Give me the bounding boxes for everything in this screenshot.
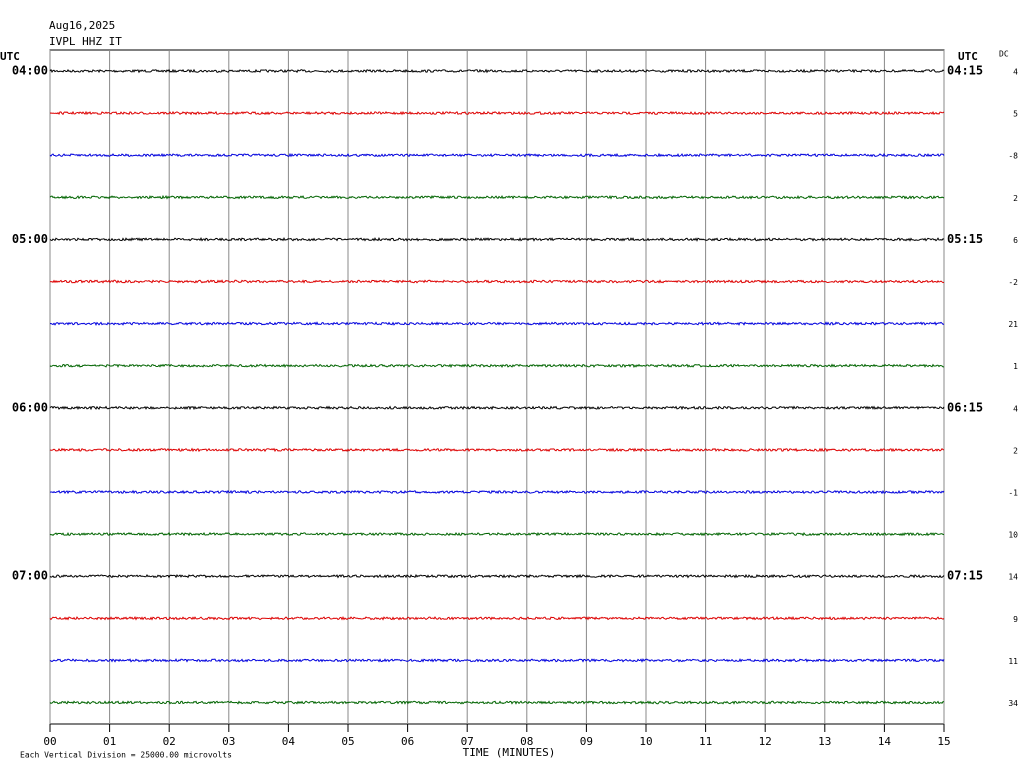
x-tick-label: 12 xyxy=(759,735,772,748)
x-tick-label: 02 xyxy=(163,735,176,748)
dc-value: 5 xyxy=(1013,110,1018,119)
dc-value: 11 xyxy=(1008,657,1018,666)
right-time-label: 05:15 xyxy=(947,232,983,246)
dc-value: 1 xyxy=(1013,362,1018,371)
x-tick-label: 03 xyxy=(222,735,235,748)
trace xyxy=(49,279,945,284)
dc-value: 34 xyxy=(1008,699,1018,708)
x-tick-label: 06 xyxy=(401,735,414,748)
right-time-label: 06:15 xyxy=(947,400,983,414)
trace xyxy=(49,573,945,579)
left-time-label: 05:00 xyxy=(12,232,48,246)
left-time-label: 06:00 xyxy=(12,400,48,414)
x-tick-label: 05 xyxy=(341,735,354,748)
dc-value: -1 xyxy=(1008,489,1018,498)
dc-value: 21 xyxy=(1008,320,1018,329)
right-time-label: 04:15 xyxy=(947,64,983,78)
x-tick-label: 04 xyxy=(282,735,296,748)
dc-value: 6 xyxy=(1013,236,1018,245)
trace xyxy=(49,152,945,158)
dc-value: 2 xyxy=(1013,446,1018,455)
x-tick-label: 00 xyxy=(43,735,56,748)
trace xyxy=(49,194,945,200)
trace xyxy=(49,700,945,705)
dc-value: 10 xyxy=(1008,531,1018,540)
dc-value: 2 xyxy=(1013,194,1018,203)
dc-value: -2 xyxy=(1008,278,1018,287)
x-tick-label: 15 xyxy=(937,735,950,748)
x-tick-label: 09 xyxy=(580,735,593,748)
trace xyxy=(49,68,945,74)
footnote: Each Vertical Division = 25000.00 microv… xyxy=(20,751,232,760)
date: Aug16,2025 xyxy=(49,19,115,32)
trace xyxy=(49,405,945,411)
x-tick-label: 14 xyxy=(878,735,892,748)
x-tick-label: 13 xyxy=(818,735,831,748)
dc-value: -8 xyxy=(1008,152,1018,161)
dc-header: DC xyxy=(999,50,1009,59)
x-tick-label: 11 xyxy=(699,735,712,748)
left-time-label: 07:00 xyxy=(12,569,48,583)
station: IVPL HHZ IT xyxy=(49,35,122,48)
left-time-label: 04:00 xyxy=(12,64,48,78)
right-time-label: 07:15 xyxy=(947,569,983,583)
dc-value: 14 xyxy=(1008,573,1018,582)
trace xyxy=(49,321,945,326)
x-tick-label: 07 xyxy=(461,735,474,748)
dc-value: 9 xyxy=(1013,615,1018,624)
x-axis-label: TIME (MINUTES) xyxy=(463,746,556,759)
trace xyxy=(49,615,945,621)
x-tick-label: 01 xyxy=(103,735,116,748)
trace xyxy=(49,531,945,537)
trace xyxy=(49,363,944,369)
frame xyxy=(49,49,945,725)
x-tick-label: 10 xyxy=(639,735,652,748)
dc-value: 4 xyxy=(1013,68,1018,77)
trace xyxy=(49,658,945,663)
left-header: UTC xyxy=(0,50,20,63)
trace xyxy=(49,237,945,242)
trace xyxy=(49,110,945,116)
trace xyxy=(49,447,945,453)
dc-value: 4 xyxy=(1013,404,1018,413)
right-header: UTC xyxy=(958,50,978,63)
trace xyxy=(49,489,945,495)
x-tick-label: 08 xyxy=(520,735,533,748)
